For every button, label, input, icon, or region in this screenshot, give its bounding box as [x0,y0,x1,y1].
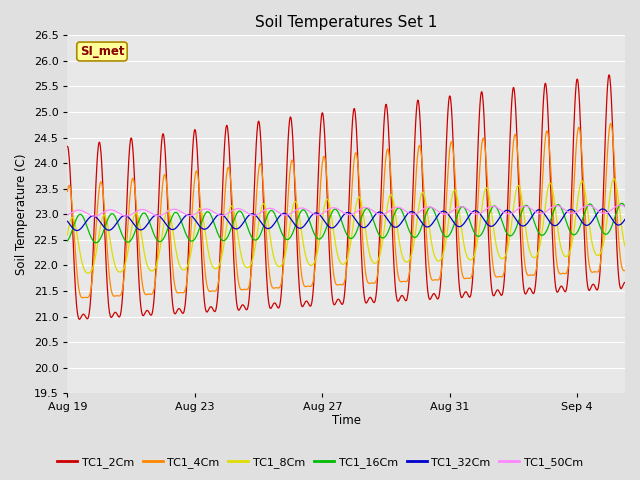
TC1_2Cm [605,72,613,78]
TC1_32Cm [475,209,483,215]
Line: TC1_50Cm: TC1_50Cm [67,205,625,216]
TC1_32Cm [97,219,104,225]
TC1_8Cm [610,176,618,181]
TC1_32Cm [73,228,81,233]
TC1_8Cm [485,192,493,197]
TC1_2Cm [164,212,172,218]
TC1_16Cm [475,233,483,239]
TC1_8Cm [564,253,572,259]
TC1_50Cm [564,209,572,215]
TC1_2Cm [97,143,104,149]
TC1_8Cm [164,208,172,214]
TC1_16Cm [63,238,71,244]
TC1_4Cm [475,186,483,192]
TC1_50Cm [164,208,172,214]
TC1_50Cm [485,204,493,210]
TC1_32Cm [485,223,493,228]
TC1_16Cm [92,240,100,246]
TC1_4Cm [485,206,493,212]
TC1_8Cm [621,243,629,249]
TC1_2Cm [564,277,572,283]
TC1_4Cm [564,267,572,273]
TC1_4Cm [621,268,629,274]
TC1_32Cm [248,211,255,216]
Legend: TC1_2Cm, TC1_4Cm, TC1_8Cm, TC1_16Cm, TC1_32Cm, TC1_50Cm: TC1_2Cm, TC1_4Cm, TC1_8Cm, TC1_16Cm, TC1… [53,452,587,472]
TC1_50Cm [621,204,629,210]
TC1_2Cm [485,243,493,249]
TC1_50Cm [475,211,483,216]
Line: TC1_4Cm: TC1_4Cm [67,123,625,298]
TC1_8Cm [84,270,92,276]
TC1_50Cm [97,211,104,217]
TC1_4Cm [97,180,104,186]
X-axis label: Time: Time [332,414,361,427]
TC1_2Cm [621,279,629,285]
Line: TC1_2Cm: TC1_2Cm [67,75,625,319]
TC1_50Cm [248,212,255,218]
TC1_8Cm [475,230,483,236]
TC1_4Cm [248,265,255,271]
TC1_50Cm [63,212,71,218]
TC1_2Cm [63,144,71,149]
TC1_4Cm [79,295,86,300]
TC1_2Cm [248,254,255,260]
Line: TC1_32Cm: TC1_32Cm [67,209,625,230]
Text: SI_met: SI_met [80,45,124,58]
TC1_32Cm [63,218,71,224]
Line: TC1_8Cm: TC1_8Cm [67,179,625,273]
TC1_8Cm [248,260,255,265]
TC1_16Cm [618,201,625,206]
TC1_50Cm [90,213,98,219]
TC1_2Cm [475,128,483,133]
Line: TC1_16Cm: TC1_16Cm [67,204,625,243]
TC1_32Cm [621,216,629,222]
TC1_4Cm [164,197,172,203]
TC1_50Cm [616,202,624,208]
TC1_16Cm [164,225,172,231]
TC1_4Cm [63,189,71,194]
TC1_4Cm [607,120,614,126]
TC1_2Cm [76,316,83,322]
TC1_16Cm [621,204,629,210]
TC1_8Cm [97,224,104,230]
TC1_32Cm [599,206,607,212]
TC1_8Cm [63,232,71,238]
TC1_32Cm [164,224,172,230]
Y-axis label: Soil Temperature (C): Soil Temperature (C) [15,154,28,275]
Title: Soil Temperatures Set 1: Soil Temperatures Set 1 [255,15,437,30]
TC1_16Cm [485,212,493,218]
TC1_32Cm [564,208,572,214]
TC1_16Cm [564,223,572,228]
TC1_16Cm [248,234,255,240]
TC1_16Cm [97,236,104,242]
